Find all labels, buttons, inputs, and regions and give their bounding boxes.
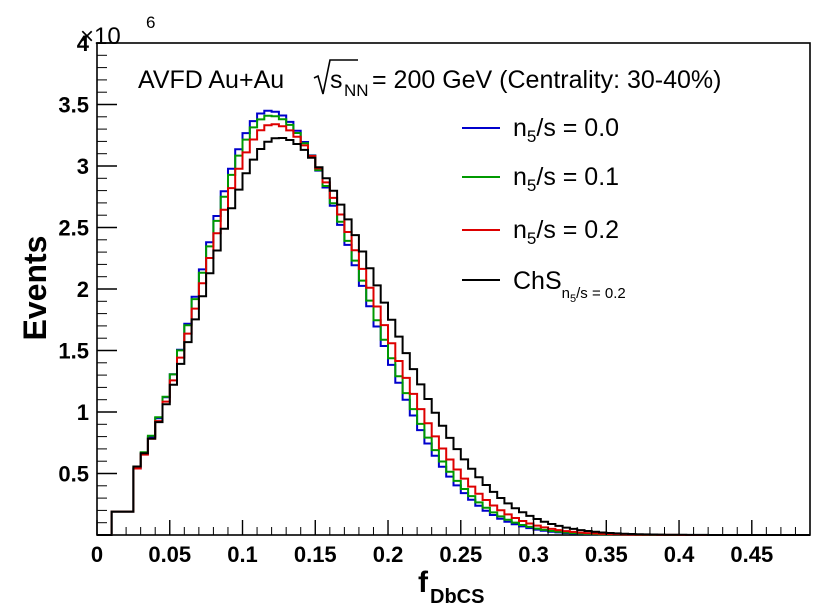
x-tick-label: 0.15 <box>294 542 337 567</box>
x-tick-label: 0.3 <box>518 542 549 567</box>
sqrt-variable: s <box>330 66 343 94</box>
series-line-3 <box>97 137 810 536</box>
y-tick-label: 2 <box>77 277 89 302</box>
legend-label-chs: ChSn5/s = 0.2 <box>513 267 626 305</box>
x-tick-label: 0.35 <box>585 542 628 567</box>
legend-label-n5s-0.2: n5/s = 0.2 <box>513 216 619 248</box>
x-tick-label: 0.45 <box>730 542 773 567</box>
tick-layer: 0 0.05 0.1 0.15 0.2 0.25 0.3 0.35 0.4 0.45 0.5 1 1.5… <box>58 31 796 567</box>
x-axis-label-subscript: DbCS <box>430 586 484 608</box>
x-tick-label: 0.25 <box>439 542 482 567</box>
sqrt-subscript: NN <box>344 81 369 100</box>
y-tick-label: 1.5 <box>58 339 89 364</box>
x-tick-label: 0.05 <box>148 542 191 567</box>
series-line-1 <box>97 114 810 536</box>
y-axis-exponent: ×10 <box>80 23 121 50</box>
y-tick-label: 2.5 <box>58 216 89 241</box>
y-tick-label: 1 <box>77 400 89 425</box>
y-tick-label: 3.5 <box>58 93 89 118</box>
y-tick-label: 0.5 <box>58 462 89 487</box>
legend-label-n5s-0.0: n5/s = 0.0 <box>513 114 619 146</box>
chart-title-suffix: = 200 GeV (Centrality: 30-40%) <box>372 66 721 94</box>
y-exponent-power: 6 <box>146 13 155 32</box>
sqrt-sign <box>313 59 358 95</box>
series-layer <box>97 109 810 536</box>
x-tick-label: 0 <box>91 542 103 567</box>
y-tick-label: 3 <box>77 154 89 179</box>
y-tick-label: 4 <box>77 31 90 56</box>
x-tick-label: 0.4 <box>664 542 695 567</box>
x-tick-label: 0.2 <box>373 542 404 567</box>
x-axis-label: f <box>418 566 429 599</box>
x-tick-label: 0.1 <box>227 542 258 567</box>
legend: n5/s = 0.0 n5/s = 0.1 n5/s = 0.2 ChSn5/s… <box>462 114 626 305</box>
y-axis-label: Events <box>17 236 53 341</box>
chart-title-prefix: AVFD Au+Au <box>138 66 284 94</box>
chart-title: AVFD Au+Au <box>138 66 284 94</box>
y-exponent-base: ×10 <box>80 23 121 50</box>
legend-label-n5s-0.1: n5/s = 0.1 <box>513 163 619 195</box>
